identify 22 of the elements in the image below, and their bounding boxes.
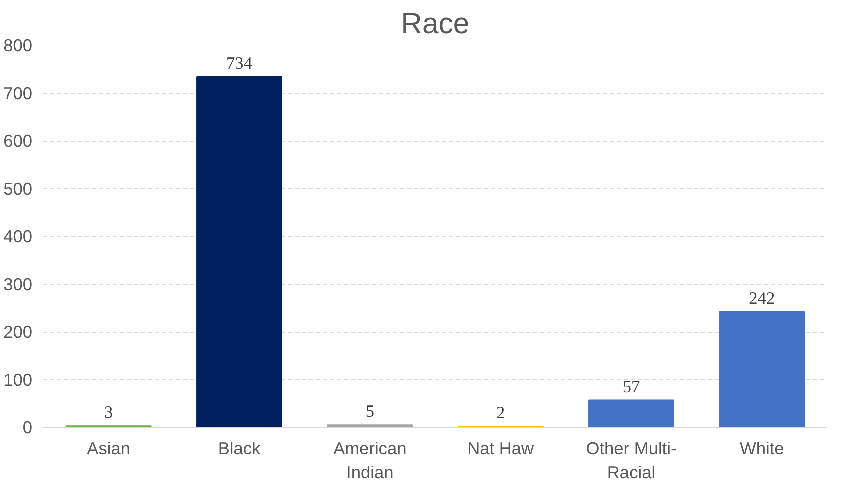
y-tick-label: 100 <box>4 370 33 390</box>
y-tick-label: 400 <box>4 226 33 246</box>
chart-title: Race <box>401 8 470 40</box>
y-tick-label: 800 <box>4 36 33 56</box>
x-tick-label: American Indian <box>334 438 407 482</box>
data-label: 3 <box>104 403 114 422</box>
data-label: 57 <box>622 377 640 396</box>
x-tick-label: Black <box>218 438 262 458</box>
y-tick-label: 600 <box>4 131 33 151</box>
y-tick-label: 200 <box>4 322 33 342</box>
data-label: 734 <box>226 54 253 74</box>
x-tick-label: White <box>740 438 784 458</box>
data-label: 5 <box>366 402 375 422</box>
x-tick-label: Asian <box>87 438 131 458</box>
x-tick-label: Other Multi-Racial <box>586 438 677 482</box>
data-label: 2 <box>496 404 506 423</box>
x-tick-label: Nat Haw <box>468 438 535 458</box>
y-tick-label: 300 <box>4 274 33 294</box>
data-label: 242 <box>749 288 776 308</box>
y-tick-label: 700 <box>4 83 33 104</box>
y-tick-label: 0 <box>22 418 33 438</box>
y-tick-label: 500 <box>4 178 33 199</box>
